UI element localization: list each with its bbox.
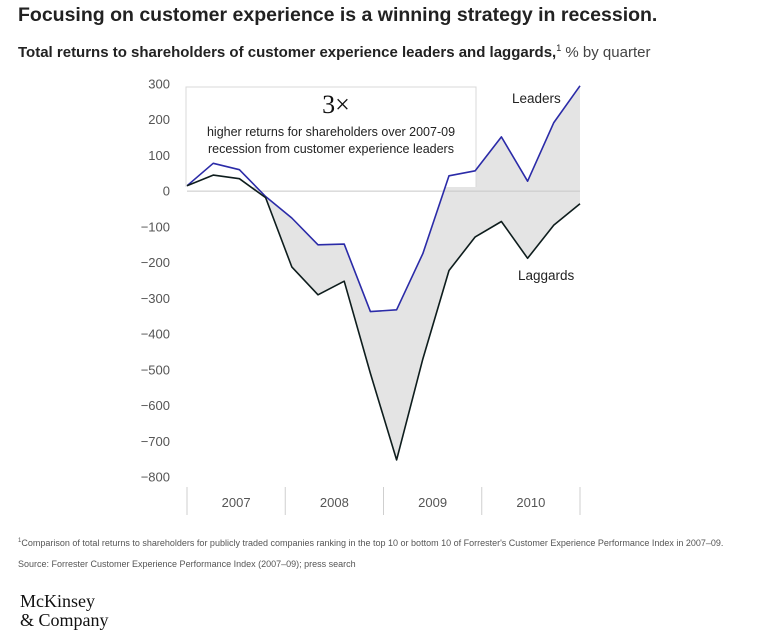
x-tick-label: 2008: [320, 495, 349, 510]
y-tick-label: 0: [163, 184, 170, 199]
series-label-leaders: Leaders: [512, 91, 561, 106]
annotation-multiplier: 3×: [322, 90, 350, 119]
subtitle-footnote-marker: 1: [556, 43, 562, 53]
x-axis: 2007 2008 2009 2010: [186, 487, 581, 515]
headline: Focusing on customer experience is a win…: [18, 4, 658, 26]
series-lines: [186, 85, 581, 461]
x-tick-label: 2007: [222, 495, 251, 510]
line-chart: 3× higher returns for shareholders over …: [141, 77, 581, 515]
y-tick-label: −600: [141, 398, 170, 413]
subtitle-unit: % by quarter: [561, 44, 651, 61]
logo-line-1: McKinsey: [20, 591, 95, 611]
series-line-leaders: [186, 85, 581, 313]
y-tick-label: −700: [141, 434, 170, 449]
subtitle-main: Total returns to shareholders of custome…: [18, 44, 557, 61]
y-tick-label: −500: [141, 362, 170, 377]
fill-between-region: [187, 85, 580, 460]
y-tick-label: −100: [141, 219, 170, 234]
footnote: 1Comparison of total returns to sharehol…: [18, 535, 738, 549]
annotation-box: 3× higher returns for shareholders over …: [185, 86, 477, 187]
y-axis-ticks: 300 200 100 0 −100 −200 −300 −400 −500 −600 −700 −8…: [141, 77, 170, 485]
footnote-text: Comparison of total returns to sharehold…: [21, 538, 724, 548]
footnote-marker: 1: [18, 538, 22, 544]
y-tick-label: −300: [141, 291, 170, 306]
series-line-laggards: [186, 174, 581, 461]
annotation-line-1: higher returns for shareholders over 200…: [207, 125, 455, 139]
series-label-laggards: Laggards: [518, 268, 575, 283]
logo-line-2: & Company: [20, 610, 109, 630]
y-tick-label: −400: [141, 327, 170, 342]
annotation-line-2: recession from customer experience leade…: [208, 142, 454, 156]
chart-subtitle: Total returns to shareholders of custome…: [18, 43, 650, 61]
y-tick-label: 100: [148, 148, 170, 163]
y-tick-label: 200: [148, 112, 170, 127]
source-note: Source: Forrester Customer Experience Pe…: [18, 559, 356, 569]
y-tick-label: −800: [141, 470, 170, 485]
y-tick-label: 300: [148, 77, 170, 92]
fill-between-area: [187, 85, 580, 460]
y-tick-label: −200: [141, 255, 170, 270]
x-tick-label: 2009: [418, 495, 447, 510]
x-tick-label: 2010: [516, 495, 545, 510]
mckinsey-logo: McKinsey & Company: [20, 592, 109, 630]
